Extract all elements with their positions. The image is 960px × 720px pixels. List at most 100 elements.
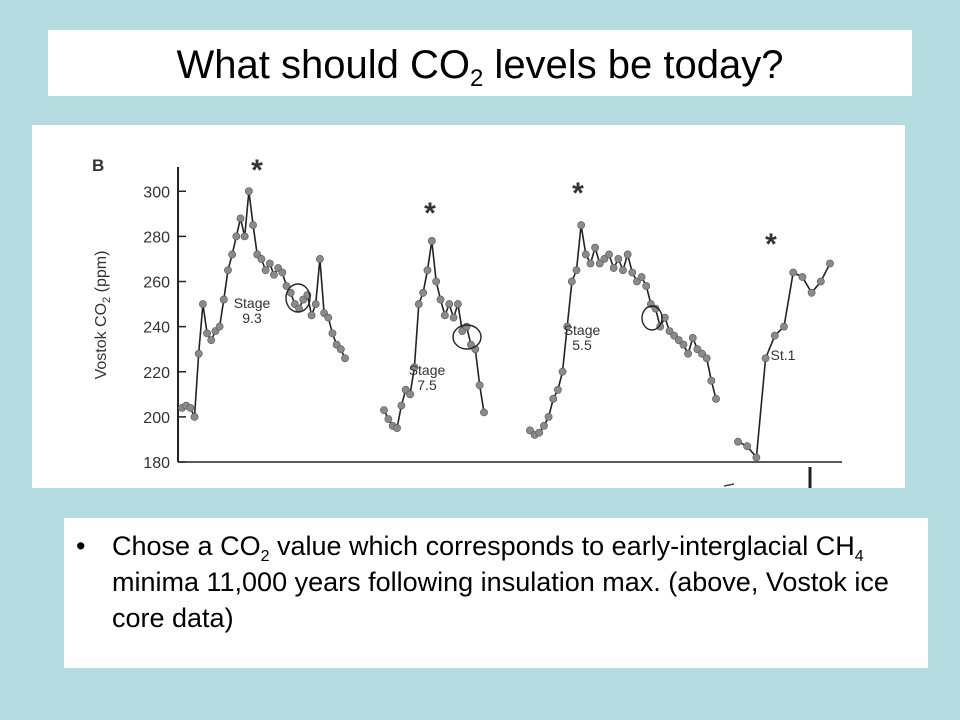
data-point bbox=[807, 288, 816, 297]
data-point bbox=[480, 408, 488, 417]
y-tick-label: 180 bbox=[143, 455, 170, 472]
data-point bbox=[190, 412, 199, 421]
data-point bbox=[544, 412, 553, 421]
data-point bbox=[684, 349, 692, 358]
data-point bbox=[282, 282, 291, 290]
stage-label: Stage 7.5 bbox=[409, 362, 446, 393]
data-point bbox=[432, 277, 441, 286]
data-point bbox=[549, 394, 558, 403]
data-point bbox=[207, 336, 216, 345]
data-point bbox=[572, 266, 581, 275]
bullet-marker: • bbox=[76, 531, 86, 561]
data-point bbox=[581, 250, 590, 259]
data-point bbox=[219, 295, 228, 304]
data-point bbox=[410, 363, 419, 372]
chart-panel: B Vostok CO2 (ppm) 180 200 220 240 260 280 300… bbox=[32, 125, 905, 488]
data-point bbox=[423, 266, 432, 275]
data-point bbox=[540, 422, 548, 430]
data-point bbox=[445, 300, 454, 308]
data-point bbox=[440, 311, 449, 320]
data-point bbox=[591, 243, 599, 252]
data-point bbox=[414, 300, 423, 308]
data-point bbox=[698, 349, 706, 358]
y-tick-label: 280 bbox=[143, 229, 170, 246]
chart-axes bbox=[177, 167, 842, 488]
data-point bbox=[311, 300, 320, 308]
data-point bbox=[595, 259, 604, 268]
data-point bbox=[203, 329, 211, 338]
data-point bbox=[224, 266, 232, 275]
data-point bbox=[419, 288, 428, 297]
data-point bbox=[609, 264, 618, 272]
data-point bbox=[752, 453, 761, 462]
data-point bbox=[707, 376, 716, 385]
data-point bbox=[577, 221, 586, 230]
data-point bbox=[567, 277, 576, 286]
data-point bbox=[475, 381, 484, 390]
data-point bbox=[462, 322, 471, 331]
co2-chart: B Vostok CO2 (ppm) 180 200 220 240 260 280 300… bbox=[92, 154, 842, 488]
data-point bbox=[324, 313, 333, 322]
data-point bbox=[526, 426, 534, 435]
data-point bbox=[623, 250, 632, 259]
data-point bbox=[261, 266, 270, 275]
series-line bbox=[181, 191, 346, 418]
data-point bbox=[670, 331, 679, 340]
data-point bbox=[660, 313, 669, 322]
data-point bbox=[393, 424, 401, 433]
data-point bbox=[743, 442, 752, 451]
data-point bbox=[194, 349, 203, 358]
data-point bbox=[328, 329, 337, 338]
y-tick-label: 240 bbox=[143, 320, 170, 337]
data-point bbox=[336, 345, 345, 354]
bullet-subscript-1: 2 bbox=[260, 548, 270, 565]
data-point bbox=[558, 367, 567, 376]
series-3: * Stage 5.5 bbox=[526, 177, 720, 439]
data-point bbox=[249, 221, 257, 230]
data-point bbox=[656, 322, 665, 331]
title-text: What should CO bbox=[176, 43, 470, 87]
stage-label: Stage 5.5 bbox=[564, 322, 601, 353]
data-point bbox=[198, 300, 207, 308]
data-point bbox=[770, 331, 779, 340]
bullet-subscript-2: 4 bbox=[854, 548, 864, 565]
data-point bbox=[789, 268, 798, 277]
minimum-circle bbox=[641, 305, 663, 331]
data-point bbox=[780, 322, 788, 331]
data-point bbox=[232, 232, 241, 241]
peak-star: * bbox=[424, 197, 436, 230]
data-point bbox=[427, 237, 436, 245]
bullet-text-1: Chose a CO bbox=[112, 531, 261, 561]
data-point bbox=[642, 282, 651, 290]
y-tick-label: 220 bbox=[143, 365, 170, 382]
series-2: * Stage 7.5 bbox=[380, 197, 488, 433]
bullet-item: • Chose a CO2 value which corresponds to … bbox=[76, 528, 912, 636]
y-axis-label: Vostok CO2 (ppm) bbox=[93, 251, 113, 380]
bullet-text-2: value which corresponds to early-intergl… bbox=[269, 531, 855, 561]
data-point bbox=[341, 354, 349, 363]
data-point bbox=[236, 214, 245, 223]
data-point bbox=[436, 295, 445, 304]
data-point bbox=[454, 300, 462, 308]
data-point bbox=[278, 268, 287, 277]
data-point bbox=[702, 354, 711, 363]
data-point bbox=[406, 390, 414, 399]
data-point bbox=[712, 394, 720, 403]
data-point bbox=[633, 277, 641, 286]
data-point bbox=[316, 255, 324, 263]
data-point bbox=[628, 268, 637, 277]
data-point bbox=[240, 232, 249, 241]
stage-label: St.1 bbox=[771, 347, 796, 363]
data-point bbox=[186, 403, 195, 412]
data-point bbox=[761, 354, 770, 363]
minimum-circle bbox=[285, 283, 311, 313]
y-ticks: 180 200 220 240 260 280 300 bbox=[143, 184, 186, 472]
minimum-circle bbox=[452, 324, 482, 350]
data-point bbox=[605, 250, 613, 259]
data-point bbox=[586, 259, 595, 268]
bottom-mark bbox=[723, 483, 735, 487]
data-point bbox=[563, 322, 572, 331]
data-point bbox=[215, 322, 224, 331]
bullet-box: • Chose a CO2 value which corresponds to … bbox=[64, 518, 928, 668]
data-point bbox=[614, 255, 623, 263]
